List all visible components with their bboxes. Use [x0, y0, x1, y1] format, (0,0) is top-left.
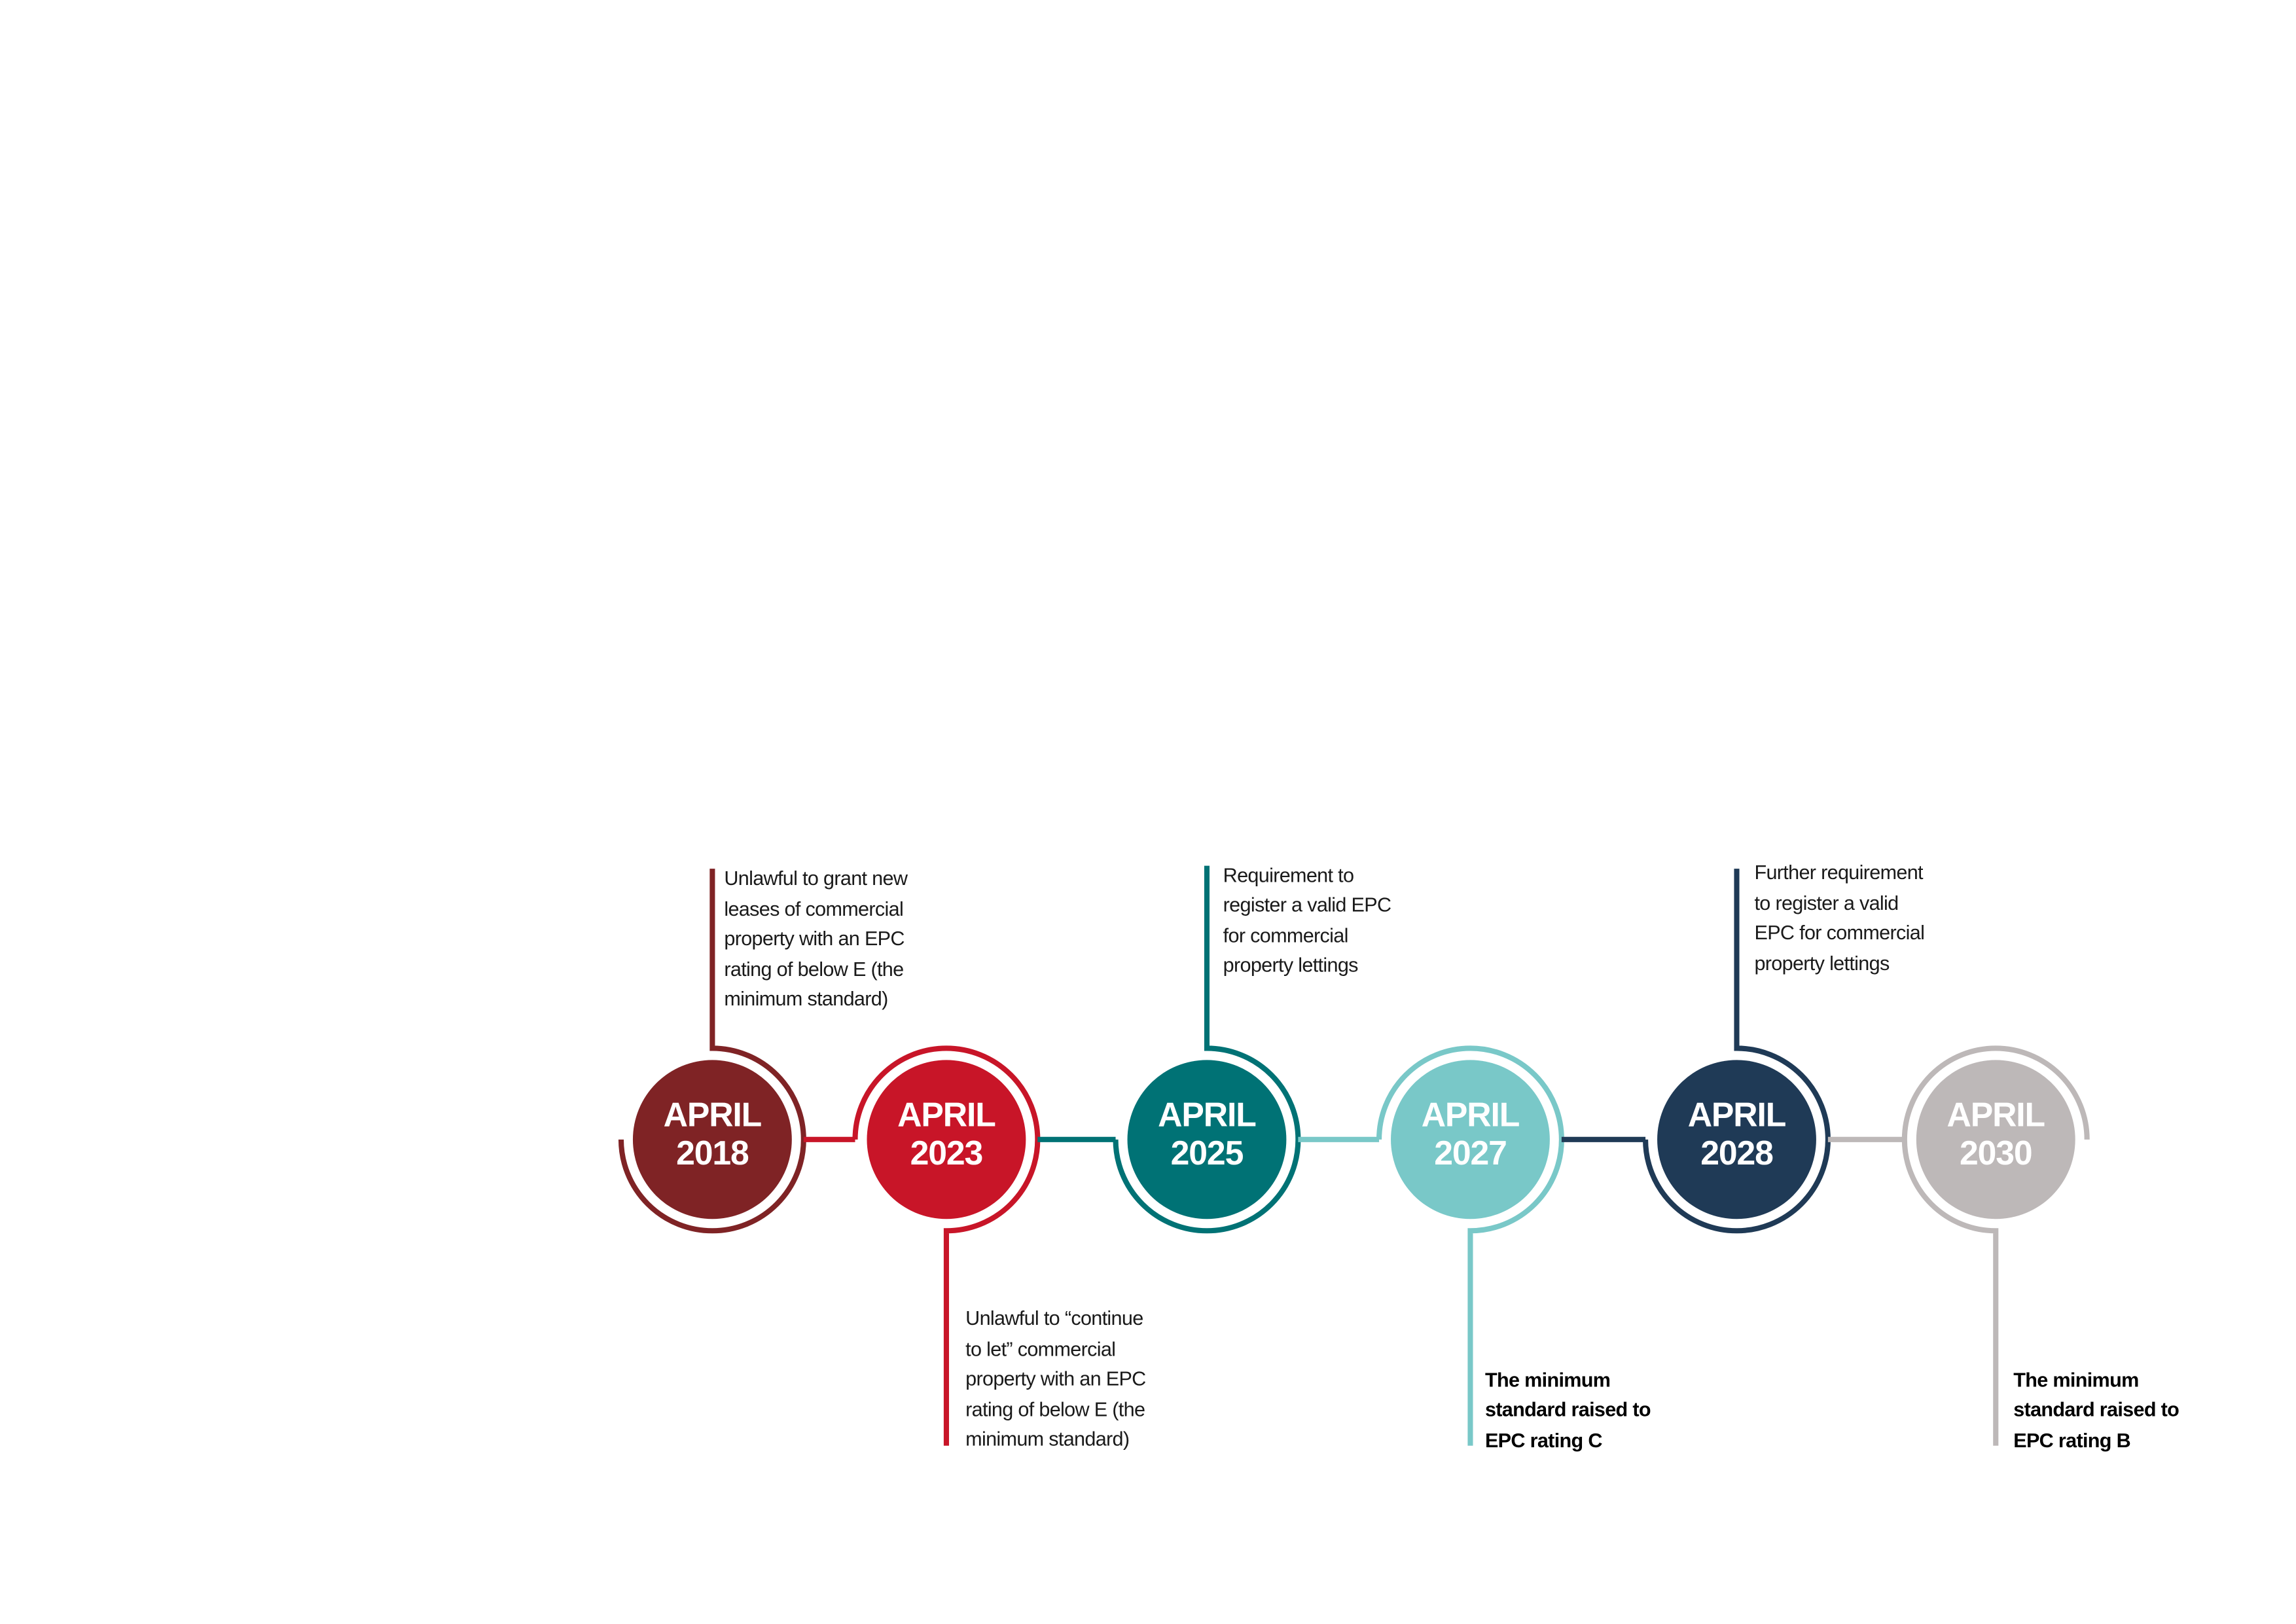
milestone-2023: APRIL 2023 Unlawful to “continue to let”…: [852, 1045, 1146, 1451]
description-line: Unlawful to grant new: [724, 867, 908, 890]
description-line: minimum standard): [965, 1428, 1129, 1451]
badge-month: APRIL: [897, 1096, 996, 1134]
description-line: property lettings: [1223, 954, 1358, 976]
description: The minimum standard raised to EPC ratin…: [2013, 1369, 2179, 1452]
description-line: property with an EPC: [965, 1367, 1145, 1390]
badge-year: 2023: [910, 1134, 983, 1172]
description: Unlawful to “continue to let” commercial…: [965, 1307, 1146, 1451]
ring-2018: [618, 869, 806, 1234]
badge-2018: [632, 1060, 792, 1219]
ring-2027: [1376, 1045, 1564, 1446]
description-line: to let” commercial: [965, 1338, 1115, 1360]
badge-month: APRIL: [1688, 1096, 1786, 1134]
milestone-2025: APRIL 2025 Requirement to register a val…: [1113, 864, 1391, 1234]
description-line: standard raised to: [1485, 1399, 1651, 1421]
milestone-2028: APRIL 2028 Further requirement to regist…: [1643, 861, 1925, 1234]
description-line: EPC rating C: [1485, 1430, 1602, 1452]
badge-month: APRIL: [1946, 1096, 2045, 1134]
ring-2030: [1901, 1045, 2090, 1446]
description-line: property lettings: [1754, 952, 1889, 975]
badge-year: 2027: [1434, 1134, 1507, 1172]
description: The minimum standard raised to EPC ratin…: [1485, 1369, 1651, 1452]
description-line: Unlawful to “continue: [965, 1307, 1143, 1329]
badge-2030: [1916, 1060, 2075, 1219]
description-line: The minimum: [2013, 1369, 2138, 1392]
badge-year: 2025: [1171, 1134, 1244, 1172]
badge-year: 2030: [1960, 1134, 2032, 1172]
milestone-2027: APRIL 2027 The minimum standard raised t…: [1376, 1045, 1651, 1452]
description-line: rating of below E (the: [724, 958, 903, 981]
ring-2023: [852, 1045, 1041, 1446]
description: Further requirement to register a valid …: [1754, 861, 1924, 975]
description: Requirement to register a valid EPC for …: [1223, 864, 1391, 976]
description-line: register a valid EPC: [1223, 893, 1391, 916]
description-line: leases of commercial: [724, 898, 903, 920]
description-line: Requirement to: [1223, 864, 1354, 886]
badge-2028: [1657, 1060, 1816, 1219]
badge-year: 2028: [1700, 1134, 1773, 1172]
badge-month: APRIL: [664, 1096, 762, 1134]
description-line: rating of below E (the: [965, 1399, 1145, 1421]
ring-2025: [1113, 865, 1301, 1234]
description-line: standard raised to: [2013, 1399, 2179, 1421]
badge-month: APRIL: [1422, 1096, 1520, 1134]
description-line: EPC for commercial: [1754, 922, 1924, 944]
description-line: to register a valid: [1754, 892, 1898, 914]
description-line: property with an EPC: [724, 928, 904, 950]
badge-year: 2018: [676, 1134, 749, 1172]
milestone-2030: APRIL 2030 The minimum standard raised t…: [1901, 1045, 2179, 1452]
description-line: The minimum: [1485, 1369, 1610, 1392]
description-line: for commercial: [1223, 925, 1348, 947]
description-line: minimum standard): [724, 988, 888, 1010]
milestone-2018: APRIL 2018 Unlawful to grant new leases …: [618, 867, 909, 1234]
badge-2027: [1391, 1060, 1550, 1219]
badge-2025: [1127, 1060, 1287, 1219]
description: Unlawful to grant new leases of commerci…: [724, 867, 908, 1010]
badge-month: APRIL: [1158, 1096, 1256, 1134]
description-line: EPC rating B: [2013, 1430, 2130, 1452]
badge-2023: [867, 1060, 1026, 1219]
description-line: Further requirement: [1754, 861, 1924, 884]
ring-2028: [1643, 869, 1831, 1234]
